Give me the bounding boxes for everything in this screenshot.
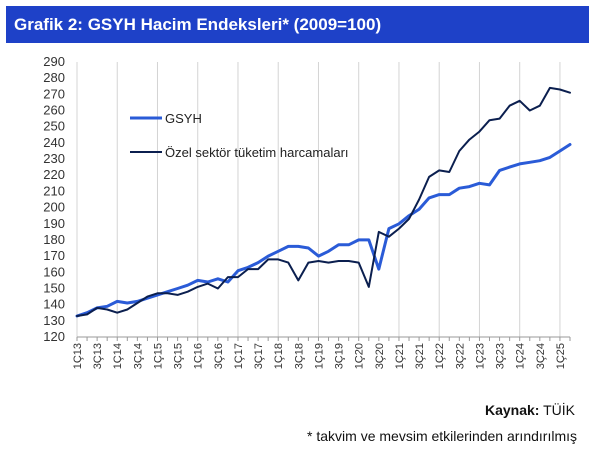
x-tick-label: 1Ç13 [72,343,84,369]
x-tick-label: 3Ç18 [293,343,305,369]
y-tick-label: 160 [43,264,65,279]
y-tick-label: 180 [43,232,65,247]
x-tick-label: 1Ç14 [112,343,124,369]
legend: GSYH Özel sektör tüketim harcamaları [130,111,349,160]
grid-layer [76,62,561,337]
x-tick-label: 1Ç24 [515,343,527,369]
x-tick-label: 1Ç25 [555,343,567,369]
y-tick-label: 270 [43,86,65,101]
x-tick-label: 1Ç16 [193,343,205,369]
y-tick-label: 280 [43,70,65,85]
x-tick-label: 3Ç17 [253,343,265,369]
y-tick-label: 230 [43,151,65,166]
x-tick-label: 3Ç22 [454,343,466,369]
y-tick-label: 250 [43,119,65,134]
series-layer [75,86,572,318]
y-tick-label: 120 [43,329,65,344]
x-tick-label: 3Ç14 [132,343,144,369]
series-line-1 [76,86,571,317]
y-tick-label: 290 [43,54,65,69]
legend-label-1: Özel sektör tüketim harcamaları [165,145,349,160]
y-tick-label: 170 [43,248,65,263]
y-tick-label: 190 [43,216,65,231]
x-tick-label: 1Ç15 [152,343,164,369]
y-tick-label: 140 [43,297,65,312]
y-tick-label: 200 [43,200,65,215]
axis-layer: 1201301401501601701801902002102202302402… [43,54,571,369]
x-tick-label: 1Ç22 [434,343,446,369]
y-tick-label: 240 [43,135,65,150]
x-tick-label: 1Ç21 [394,343,406,369]
y-tick-label: 260 [43,103,65,118]
source-label: Kaynak: [485,402,540,418]
source-value: TÜİK [543,402,575,418]
y-tick-label: 130 [43,313,65,328]
series-line-0 [75,143,572,318]
x-tick-label: 1Ç19 [313,343,325,369]
x-tick-label: 3Ç19 [334,343,346,369]
x-tick-label: 1Ç18 [273,343,285,369]
y-tick-label: 210 [43,183,65,198]
x-tick-label: 3Ç15 [173,343,185,369]
x-tick-label: 3Ç23 [495,343,507,369]
y-tick-label: 220 [43,167,65,182]
x-tick-label: 3Ç24 [535,343,547,369]
chart-title: Grafik 2: GSYH Hacim Endeksleri* (2009=1… [14,15,382,34]
x-tick-label: 1Ç23 [474,343,486,369]
line-chart: 1201301401501601701801902002102202302402… [43,54,572,369]
footnote: * takvim ve mevsim etkilerinden arındırı… [307,428,577,444]
title-bar: Grafik 2: GSYH Hacim Endeksleri* (2009=1… [6,6,589,43]
y-tick-label: 150 [43,280,65,295]
source-line: Kaynak: TÜİK [485,402,575,418]
x-tick-label: 3Ç16 [213,343,225,369]
x-tick-label: 3Ç21 [414,343,426,369]
x-tick-label: 3Ç13 [92,343,104,369]
x-tick-label: 3Ç20 [374,343,386,369]
x-tick-label: 1Ç17 [233,343,245,369]
x-tick-label: 1Ç20 [354,343,366,369]
legend-label-0: GSYH [165,111,202,126]
